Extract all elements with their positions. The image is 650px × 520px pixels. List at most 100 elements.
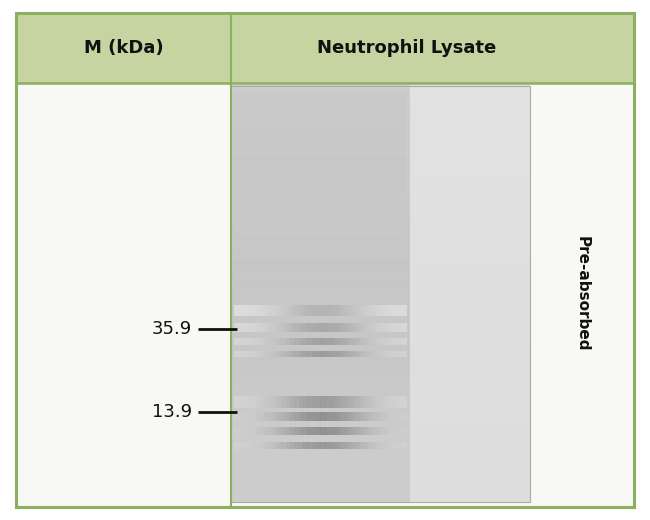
Bar <box>264 442 269 449</box>
Bar <box>231 316 410 317</box>
Bar <box>410 415 530 417</box>
Bar <box>410 500 530 502</box>
Bar <box>234 322 239 332</box>
Bar <box>231 475 410 477</box>
Bar <box>264 351 269 357</box>
Bar <box>231 485 410 487</box>
Bar <box>264 412 269 421</box>
Bar <box>393 322 398 332</box>
Bar <box>231 231 410 233</box>
Bar <box>231 271 410 273</box>
Bar <box>410 324 530 326</box>
Bar <box>234 226 406 231</box>
Bar <box>231 311 410 313</box>
Bar <box>231 437 410 439</box>
Bar <box>393 442 398 449</box>
Bar <box>410 391 530 392</box>
Bar <box>410 227 530 229</box>
Bar <box>337 427 343 435</box>
Bar <box>410 404 530 406</box>
Bar <box>234 249 406 254</box>
Bar <box>268 442 274 449</box>
Bar <box>410 364 530 366</box>
Bar <box>307 427 312 435</box>
Bar <box>316 351 320 357</box>
Bar <box>410 471 530 473</box>
Bar <box>410 453 530 454</box>
Bar <box>231 453 410 454</box>
Bar <box>355 396 359 408</box>
Bar <box>333 396 338 408</box>
Bar <box>410 121 530 123</box>
Bar <box>376 305 381 316</box>
Bar <box>410 433 530 435</box>
Bar <box>234 201 406 206</box>
Bar <box>320 351 325 357</box>
Bar <box>231 227 410 229</box>
Bar <box>329 442 333 449</box>
Bar <box>410 345 530 346</box>
Bar <box>277 305 282 316</box>
Bar <box>410 360 530 362</box>
Bar <box>410 352 530 354</box>
Bar <box>231 187 410 188</box>
Bar <box>410 450 530 452</box>
Bar <box>320 322 325 332</box>
Bar <box>410 387 530 389</box>
Bar <box>410 191 530 192</box>
Bar <box>410 181 530 183</box>
Bar <box>294 396 299 408</box>
Bar <box>372 412 377 421</box>
Bar <box>410 100 530 102</box>
Bar <box>410 103 530 105</box>
Bar <box>346 412 351 421</box>
Bar <box>231 401 410 404</box>
Bar <box>410 266 530 267</box>
Bar <box>260 442 265 449</box>
Bar <box>410 213 530 215</box>
Bar <box>286 396 291 408</box>
Bar <box>273 351 278 357</box>
Bar <box>277 396 282 408</box>
Bar <box>234 283 406 289</box>
Bar <box>410 376 530 379</box>
Bar <box>410 476 530 478</box>
Bar <box>231 283 410 285</box>
Bar <box>410 239 530 241</box>
Bar <box>303 442 308 449</box>
Bar <box>410 142 530 144</box>
Bar <box>410 493 530 495</box>
Bar <box>410 478 530 479</box>
Bar <box>410 193 530 196</box>
Bar <box>350 396 355 408</box>
Bar <box>385 351 389 357</box>
Bar <box>260 305 265 316</box>
Bar <box>402 442 407 449</box>
Bar <box>231 277 410 279</box>
Bar <box>410 451 530 453</box>
Bar <box>231 346 410 348</box>
Bar <box>294 305 299 316</box>
Bar <box>410 241 530 242</box>
Bar <box>234 196 406 201</box>
Bar <box>231 392 410 394</box>
Bar <box>231 476 410 478</box>
Bar <box>231 106 410 108</box>
Bar <box>234 233 406 239</box>
Bar <box>320 396 325 408</box>
Bar <box>410 228 530 230</box>
Bar <box>359 305 364 316</box>
Bar <box>231 361 410 363</box>
Bar <box>367 305 372 316</box>
Bar <box>231 431 410 433</box>
Bar <box>324 412 330 421</box>
Bar <box>410 210 530 212</box>
Bar <box>231 482 410 484</box>
Bar <box>410 470 530 471</box>
Bar <box>231 304 410 306</box>
Bar <box>231 483 410 485</box>
Bar <box>231 320 410 321</box>
Bar <box>234 261 406 266</box>
Bar <box>410 133 530 134</box>
Bar <box>410 245 530 246</box>
